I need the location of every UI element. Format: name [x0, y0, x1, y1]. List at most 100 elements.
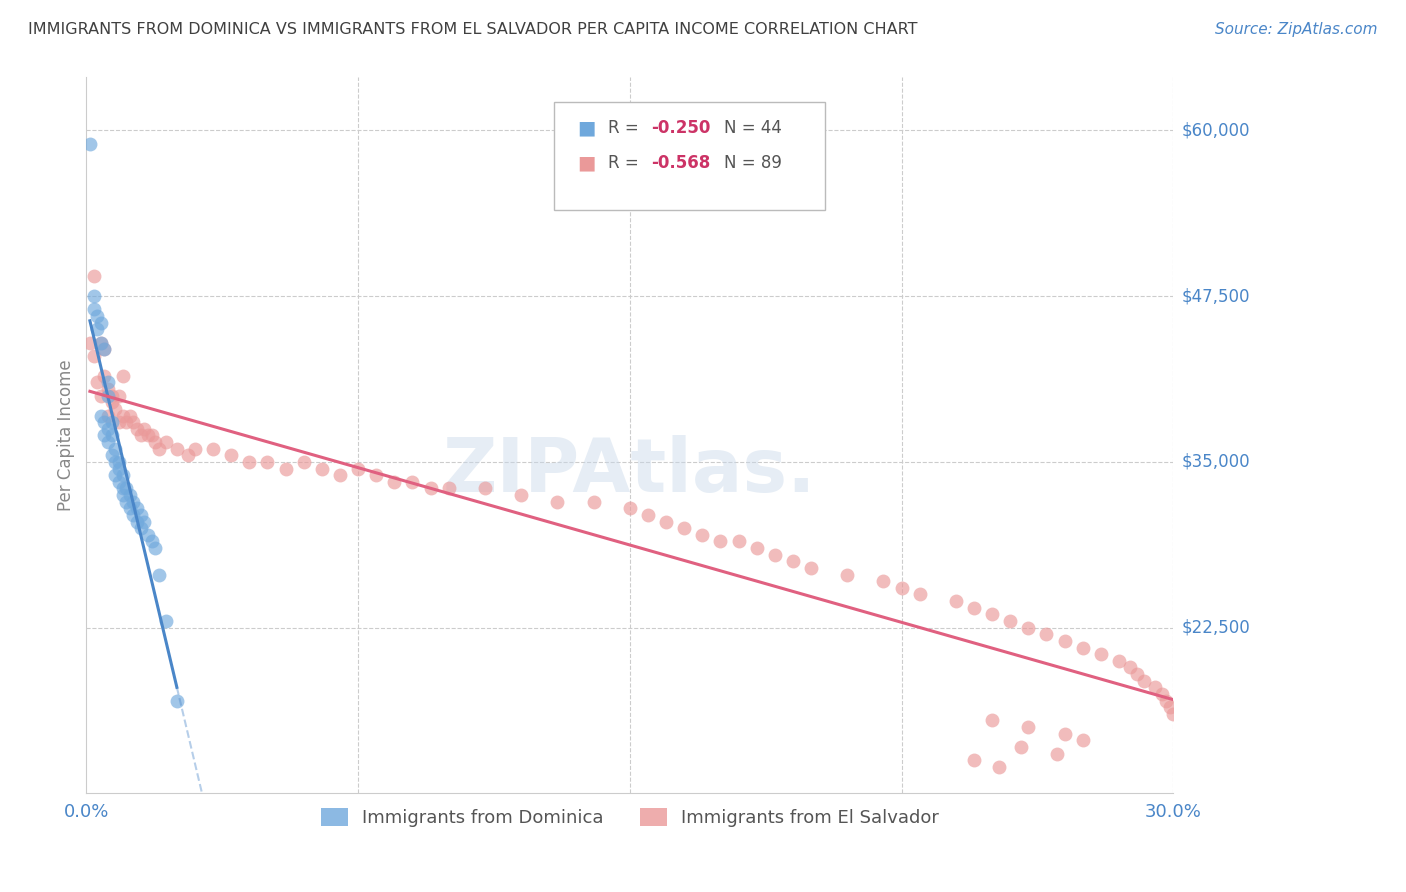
Point	[474, 482, 496, 496]
Point	[311, 461, 333, 475]
Point	[1108, 654, 1130, 668]
Point	[97, 389, 120, 403]
Point	[115, 494, 138, 508]
Point	[100, 395, 122, 409]
Point	[202, 442, 225, 456]
Point	[115, 482, 138, 496]
Point	[111, 488, 134, 502]
Point	[93, 368, 115, 383]
Point	[274, 461, 297, 475]
Point	[97, 435, 120, 450]
Point	[97, 382, 120, 396]
Point	[100, 389, 122, 403]
Point	[690, 528, 713, 542]
Point	[118, 488, 141, 502]
Point	[108, 415, 131, 429]
Point	[673, 521, 696, 535]
Point	[1053, 727, 1076, 741]
Point	[1159, 700, 1181, 714]
Point	[136, 528, 159, 542]
Point	[166, 442, 188, 456]
Point	[988, 760, 1011, 774]
Text: $35,000: $35,000	[1181, 453, 1250, 471]
Point	[90, 316, 112, 330]
Text: -0.250: -0.250	[651, 119, 711, 136]
Point	[1017, 621, 1039, 635]
FancyBboxPatch shape	[554, 103, 825, 210]
Point	[129, 521, 152, 535]
Point	[118, 409, 141, 423]
Text: ■: ■	[578, 118, 596, 137]
Point	[890, 581, 912, 595]
Point	[143, 435, 166, 450]
Point	[122, 508, 145, 522]
Point	[981, 607, 1004, 622]
Point	[981, 714, 1004, 728]
Point	[963, 600, 986, 615]
Point	[104, 401, 127, 416]
Point	[1154, 693, 1177, 707]
Point	[1090, 647, 1112, 661]
Point	[108, 475, 131, 489]
Point	[100, 415, 122, 429]
Point	[177, 448, 200, 462]
Point	[1000, 614, 1022, 628]
Point	[256, 455, 278, 469]
Point	[510, 488, 533, 502]
Point	[1010, 739, 1032, 754]
Point	[125, 422, 148, 436]
Point	[83, 269, 105, 284]
Text: N = 89: N = 89	[724, 154, 782, 172]
Text: $60,000: $60,000	[1181, 121, 1250, 139]
Point	[83, 289, 105, 303]
Point	[366, 468, 388, 483]
Point	[347, 461, 370, 475]
Point	[141, 534, 163, 549]
Point	[437, 482, 460, 496]
Point	[1133, 673, 1156, 688]
Point	[546, 494, 568, 508]
Point	[125, 515, 148, 529]
Point	[93, 343, 115, 357]
Point	[143, 541, 166, 555]
Point	[166, 693, 188, 707]
Text: N = 44: N = 44	[724, 119, 782, 136]
Point	[1053, 633, 1076, 648]
Text: R =: R =	[607, 154, 644, 172]
Point	[155, 614, 177, 628]
Point	[104, 468, 127, 483]
Point	[1046, 747, 1069, 761]
Point	[1144, 681, 1167, 695]
Point	[329, 468, 352, 483]
Point	[727, 534, 749, 549]
Point	[86, 309, 108, 323]
Point	[837, 567, 859, 582]
Text: ■: ■	[578, 153, 596, 173]
Point	[1071, 733, 1094, 747]
Point	[745, 541, 768, 555]
Point	[908, 587, 931, 601]
Point	[122, 415, 145, 429]
Point	[148, 442, 170, 456]
Point	[83, 302, 105, 317]
Point	[97, 376, 120, 390]
Point	[97, 422, 120, 436]
Point	[709, 534, 731, 549]
Point	[100, 428, 122, 442]
Point	[1152, 687, 1174, 701]
Point	[108, 455, 131, 469]
Point	[111, 409, 134, 423]
Point	[108, 461, 131, 475]
Point	[763, 548, 786, 562]
Point	[184, 442, 207, 456]
Point	[108, 389, 131, 403]
Point	[155, 435, 177, 450]
Point	[292, 455, 315, 469]
Text: R =: R =	[607, 119, 644, 136]
Point	[86, 322, 108, 336]
Point	[872, 574, 894, 589]
Point	[637, 508, 659, 522]
Point	[219, 448, 242, 462]
Point	[111, 368, 134, 383]
Text: $22,500: $22,500	[1181, 619, 1250, 637]
